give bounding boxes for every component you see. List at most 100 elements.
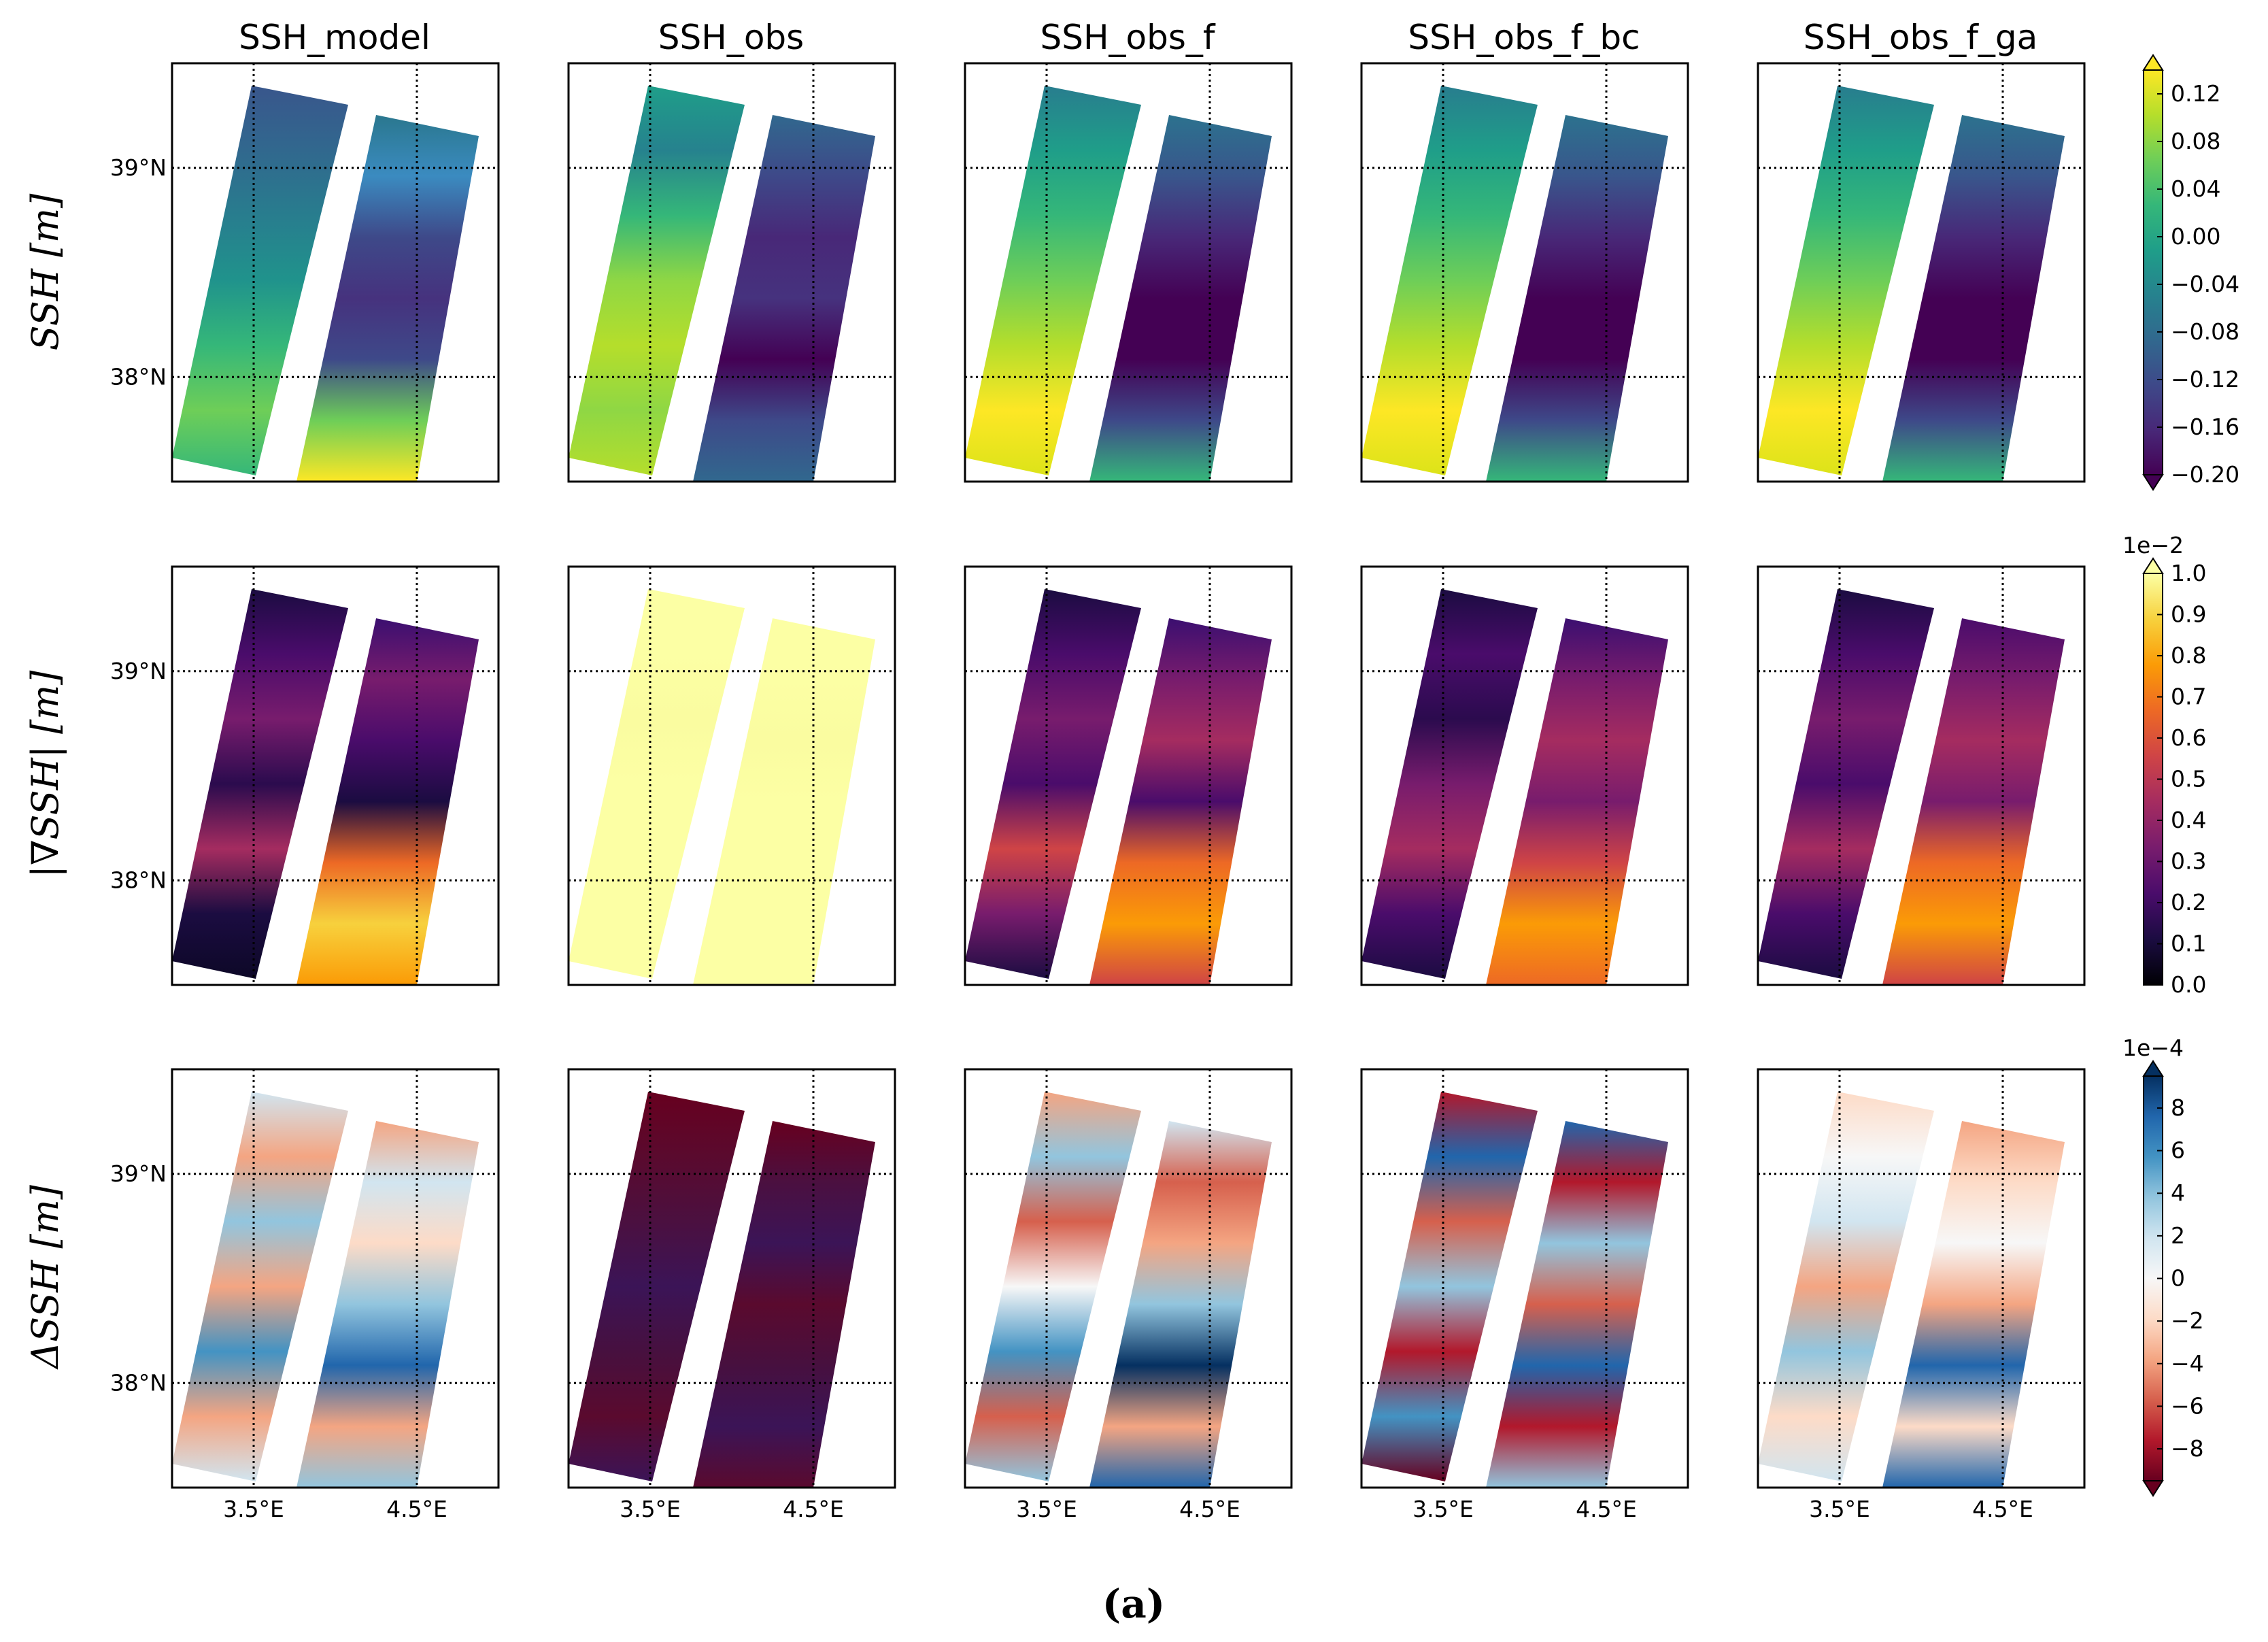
row-labels: SSH [m] |∇SSH| [m] ΔSSH [m] [24, 193, 67, 1370]
colorbar-tick-label: 0.08 [2171, 128, 2220, 154]
colorbar-tick-label: 0.9 [2171, 601, 2206, 628]
colorbar-tick-label: 0.1 [2171, 931, 2206, 957]
colorbar-tick-label: 0.6 [2171, 724, 2206, 751]
row-label-grad-ssh: |∇SSH| [m] [24, 670, 67, 878]
swath-right [297, 1121, 479, 1488]
panel-ssh-obs-f-row-2 [964, 565, 1293, 986]
colorbar-multiplier: 1e−4 [2122, 1035, 2184, 1061]
swath-right [693, 618, 875, 985]
panel-ssh-obs-f-ga-row-1 [1757, 62, 2086, 483]
panel-ssh-obs-f-row-1 [964, 62, 1293, 483]
colorbar-tick-label: 2 [2171, 1222, 2185, 1249]
panel-ssh-obs-row-2 [567, 565, 896, 986]
colorbar-tick-label: −0.20 [2171, 461, 2239, 488]
colorbar-tick-label: 0.3 [2171, 848, 2206, 875]
column-title-ssh-obs-f-ga: SSH_obs_f_ga [1804, 18, 2037, 57]
panel-frame [964, 1068, 1293, 1489]
caption-label: (a) [1102, 1581, 1165, 1627]
colorbar-tick-label: 0.8 [2171, 642, 2206, 669]
latitude-tick-label: 39°N [110, 1160, 167, 1187]
colorbar-extend-min [2142, 1480, 2164, 1497]
swath-right [297, 618, 479, 985]
colorbar-tick-label: 8 [2171, 1094, 2185, 1121]
swath-right [1486, 115, 1668, 482]
swath-right [693, 115, 875, 482]
panel-frame [1757, 565, 2086, 986]
panel-frame [1360, 62, 1689, 483]
panel-frame [171, 565, 500, 986]
colorbar-tick-label: −0.08 [2171, 318, 2239, 345]
panel-frame [567, 565, 896, 986]
panel-frame [567, 62, 896, 483]
longitude-tick-label: 4.5°E [386, 1496, 447, 1522]
latitude-tick-label: 38°N [110, 1369, 167, 1396]
column-title-ssh-obs-f: SSH_obs_f [1040, 18, 1215, 57]
longitude-tick-label: 4.5°E [1576, 1496, 1637, 1522]
longitude-tick-label: 3.5°E [620, 1496, 681, 1522]
panel-frame [1757, 62, 2086, 483]
swath-right [693, 1121, 875, 1488]
colorbar-tick-label: 0 [2171, 1265, 2185, 1292]
latitude-tick-label: 39°N [110, 658, 167, 684]
panel-ssh-obs-f-bc-row-1 [1360, 62, 1689, 483]
longitude-tick-label: 4.5°E [1179, 1496, 1240, 1522]
row-label-ssh: SSH [m] [24, 193, 67, 351]
colorbar-tick-label: −4 [2171, 1350, 2204, 1377]
longitude-tick-label: 3.5°E [1809, 1496, 1870, 1522]
longitude-tick-label: 3.5°E [223, 1496, 284, 1522]
colorbar-rdbu: 8 6 4 2 0 −2 −4 −6 −8 1e−4 [2122, 1035, 2204, 1497]
panel-ssh-obs-f-ga-row-2 [1757, 565, 2086, 986]
column-title-ssh-model: SSH_model [239, 18, 430, 57]
row-label-laplacian-ssh: ΔSSH [m] [24, 1184, 67, 1370]
colorbar-tick-label: 4 [2171, 1179, 2185, 1206]
swath-right [1486, 618, 1668, 985]
colorbar-tick-label: 0.12 [2171, 80, 2220, 107]
panel-frame [1360, 565, 1689, 986]
panel-ssh-model-row-1: 39°N 38°N [110, 62, 500, 483]
longitude-tick-label: 3.5°E [1412, 1496, 1474, 1522]
longitude-tick-label: 4.5°E [783, 1496, 844, 1522]
longitude-tick-label: 4.5°E [1972, 1496, 2033, 1522]
colorbar-tick-label: −0.16 [2171, 414, 2239, 440]
latitude-tick-label: 39°N [110, 154, 167, 181]
panel-ssh-model-row-2: 39°N 38°N [110, 565, 500, 986]
panel-frame [1757, 1068, 2086, 1489]
swath-right [297, 115, 479, 482]
panel-ssh-obs-f-ga-row-3: 3.5°E 4.5°E [1757, 1068, 2086, 1522]
panel-ssh-obs-f-bc-row-2 [1360, 565, 1689, 986]
colorbar-tick-label: −2 [2171, 1307, 2204, 1334]
colorbar-multiplier: 1e−2 [2122, 532, 2184, 558]
column-titles: SSH_model SSH_obs SSH_obs_f SSH_obs_f_bc… [239, 18, 2037, 57]
colorbar-inferno: 1.0 0.9 0.8 0.7 0.6 0.5 0.4 0.3 0.2 0.1 0.0 1e−2 [2122, 532, 2206, 998]
panel-frame [964, 62, 1293, 483]
latitude-tick-label: 38°N [110, 867, 167, 893]
swath-right [1882, 115, 2065, 482]
figure-caption: (a) [1102, 1581, 1165, 1627]
swath-right [1089, 1121, 1272, 1488]
colorbar-viridis: 0.12 0.08 0.04 0.00 −0.04 −0.08 −0.12 −0.16 −0.2… [2142, 54, 2239, 491]
panel-frame [964, 565, 1293, 986]
longitude-tick-label: 3.5°E [1016, 1496, 1077, 1522]
colorbar-tick-label: −6 [2171, 1392, 2204, 1419]
swath-right [1089, 618, 1272, 985]
swath-right [1486, 1121, 1668, 1488]
latitude-tick-label: 38°N [110, 363, 167, 390]
panel-frame [171, 62, 500, 483]
panel-ssh-model-row-3: 39°N 38°N 3.5°E 4.5°E [110, 1068, 500, 1522]
colorbar-tick-label: −8 [2171, 1435, 2204, 1462]
colorbar-extend-max [2142, 557, 2164, 574]
colorbar-tick-label: 0.0 [2171, 971, 2206, 998]
colorbar-extend-max [2142, 1060, 2164, 1077]
colorbar-tick-label: 0.5 [2171, 766, 2206, 792]
swath-right [1882, 618, 2065, 985]
swath-right [1089, 115, 1272, 482]
column-title-ssh-obs: SSH_obs [658, 18, 804, 57]
colorbar-tick-label: 0.00 [2171, 223, 2220, 250]
panels: 39°N 38°N 39°N 38°N 39°N 38°N 3.5°E 4.5°E 3.5°E 4… [110, 62, 2086, 1522]
panel-ssh-obs-row-1 [567, 62, 896, 483]
colorbar-tick-label: −0.12 [2171, 366, 2239, 392]
panel-ssh-obs-f-bc-row-3: 3.5°E 4.5°E [1360, 1068, 1689, 1522]
swath-right [1882, 1121, 2065, 1488]
panel-ssh-obs-f-row-3: 3.5°E 4.5°E [964, 1068, 1293, 1522]
